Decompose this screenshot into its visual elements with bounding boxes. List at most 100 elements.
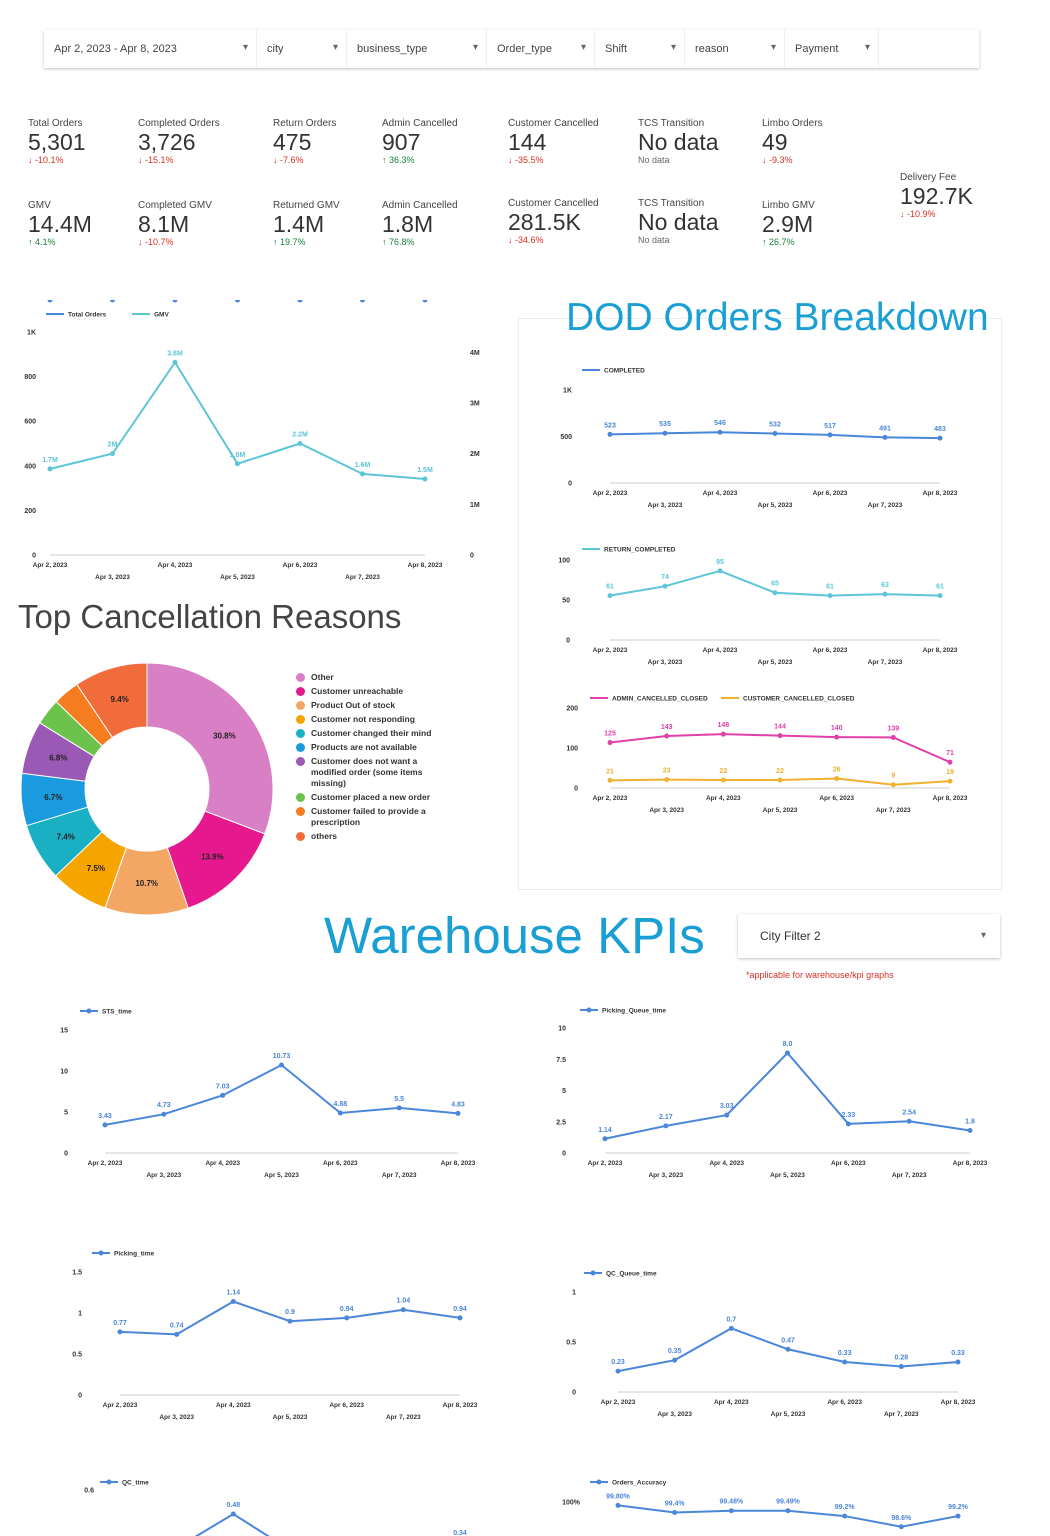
data-point [845,1121,851,1127]
x-tick: Apr 8, 2023 [443,1402,478,1409]
legend-item: Picking_time [92,1250,154,1258]
x-tick: Apr 2, 2023 [88,1160,123,1167]
series-line [609,733,951,764]
legend-item: Customer changed their mind [296,728,446,739]
y-tick-left: 1K [27,330,36,337]
data-label: 125 [604,731,616,738]
cancel-title: Top Cancellation Reasons [18,598,402,635]
filter-3[interactable]: Order_type ▾ [487,30,595,68]
data-point [607,777,613,783]
legend-item: Total Orders [46,312,107,319]
data-point [457,1315,463,1321]
data-point [615,1502,621,1508]
data-label: 0.28 [895,1355,909,1362]
data-label: 2.33 [842,1112,856,1119]
data-label: 0.48 [227,1502,241,1509]
legend-label: Products are not available [311,742,417,752]
data-point [898,1524,904,1530]
y-tick: 1 [572,1290,576,1297]
data-label: 532 [769,422,781,429]
data-label: 3.8M [167,350,183,357]
data-label: 0.33 [838,1350,852,1357]
x-tick: Apr 4, 2023 [703,647,738,654]
filter-1[interactable]: city ▾ [257,30,347,68]
kpi-change: ↑ 36.3% [382,155,415,165]
y-tick: 0.5 [566,1340,576,1347]
legend-swatch [296,715,305,724]
data-point [937,593,943,599]
data-label: 4.73 [157,1102,171,1109]
slice-label: 9.4% [111,695,129,704]
data-point [279,1062,284,1068]
kpi-value: 475 [273,129,312,155]
data-label: 4.88 [334,1101,348,1108]
data-label: 2M [108,442,118,449]
x-tick: Apr 4, 2023 [706,795,741,802]
legend-dot [596,1479,602,1485]
data-point [724,1112,730,1118]
legend-label: Customer not responding [311,714,415,724]
legend-label: Picking_time [114,1251,154,1258]
data-label: 523 [604,422,616,429]
legend-item: Customer not responding [296,714,446,725]
y-tick: 0 [572,1390,576,1397]
data-label: 0.34 [453,1530,467,1536]
legend-swatch [296,832,305,841]
kpi-value: 281.5K [508,209,581,235]
data-label: 99.2% [948,1504,969,1511]
data-label: 99.48% [719,1499,744,1506]
kpi-change: ↓ -10.7% [138,237,174,247]
y-tick: 0.5 [72,1352,82,1359]
x-tick: Apr 3, 2023 [648,502,683,509]
kpi-change: ↑ 76.8% [382,237,415,247]
filter-0[interactable]: Apr 2, 2023 - Apr 8, 2023 ▾ [44,30,257,68]
kpi-value: 49 [762,129,788,155]
data-point [890,782,896,788]
data-point [772,431,778,437]
x-tick: Apr 3, 2023 [159,1414,194,1421]
data-point [720,777,726,783]
data-label: 19 [946,769,954,776]
kpi-label: TCS Transition [638,198,705,209]
kpi-card: Customer Cancelled 281.5K ↓ -34.6% [508,198,599,245]
legend-dot [86,1008,92,1014]
city-filter-dropdown[interactable]: City Filter 2 ▾ [738,914,1000,958]
data-point [842,1513,848,1519]
x-tick: Apr 7, 2023 [876,807,911,814]
x-tick: Apr 2, 2023 [593,647,628,654]
series-line [104,1063,459,1126]
chevron-down-icon: ▾ [472,42,478,53]
x-tick: Apr 6, 2023 [283,562,318,569]
slice-label: 7.4% [57,832,75,841]
kpi-label: Delivery Fee [900,172,957,183]
filter-4[interactable]: Shift ▾ [595,30,685,68]
y-tick-right: 1M [470,502,480,509]
x-tick: Apr 5, 2023 [273,1414,308,1421]
filter-2[interactable]: business_type ▾ [347,30,487,68]
data-label: 61 [826,584,834,591]
data-label: 740 [294,300,306,302]
legend-item: Customer does not want a modified order … [296,756,446,789]
filter-5[interactable]: reason ▾ [685,30,785,68]
data-label: 517 [824,423,836,430]
y-tick: 0 [568,481,572,488]
data-point [161,1111,167,1117]
data-label: 5.5 [394,1096,404,1103]
kpi-change: ↑ 19.7% [273,237,306,247]
kpi-card: TCS Transition No data No data [638,198,719,245]
filter-6[interactable]: Payment ▾ [785,30,879,68]
data-label: 65 [771,581,779,588]
data-point [172,300,178,303]
y-tick-right: 0 [470,553,474,560]
x-tick: Apr 3, 2023 [146,1172,181,1179]
legend-label: Customer failed to provide a prescriptio… [311,806,426,827]
data-point [834,776,840,782]
data-point [777,733,783,739]
x-tick: Apr 5, 2023 [758,502,793,509]
kpi-change: ↓ -7.6% [273,155,304,165]
x-tick: Apr 3, 2023 [95,574,130,581]
warehouse-title: Warehouse KPIs [324,907,705,964]
slice-label: 6.7% [44,793,62,802]
data-label: 8.0 [783,1041,793,1048]
filter-label: Payment [795,43,839,55]
